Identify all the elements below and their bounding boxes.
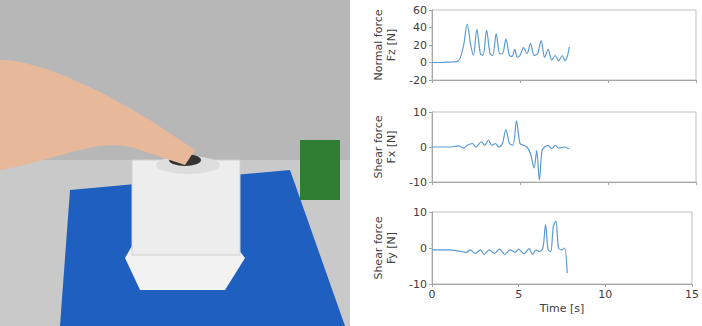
svg-text:-10: -10: [409, 176, 427, 189]
svg-text:10: 10: [413, 106, 427, 119]
svg-text:Fz [N]: Fz [N]: [385, 29, 398, 61]
svg-text:-20: -20: [409, 74, 427, 87]
svg-text:Normal force: Normal force: [372, 9, 385, 80]
svg-text:5: 5: [515, 288, 522, 301]
svg-text:60: 60: [413, 4, 427, 17]
svg-text:Time [s]: Time [s]: [539, 302, 585, 315]
svg-text:10: 10: [598, 288, 612, 301]
svg-text:Fy [N]: Fy [N]: [385, 232, 398, 264]
svg-text:0: 0: [420, 242, 427, 255]
svg-text:0: 0: [420, 56, 427, 69]
svg-text:40: 40: [413, 21, 427, 34]
svg-text:15: 15: [685, 288, 699, 301]
svg-text:20: 20: [413, 39, 427, 52]
svg-text:Shear force: Shear force: [372, 115, 385, 178]
svg-text:0: 0: [429, 288, 436, 301]
svg-text:10: 10: [413, 206, 427, 219]
svg-text:-10: -10: [409, 278, 427, 291]
svg-text:Fx [N]: Fx [N]: [385, 130, 398, 163]
svg-text:Shear force: Shear force: [372, 216, 385, 279]
svg-text:0: 0: [420, 141, 427, 154]
